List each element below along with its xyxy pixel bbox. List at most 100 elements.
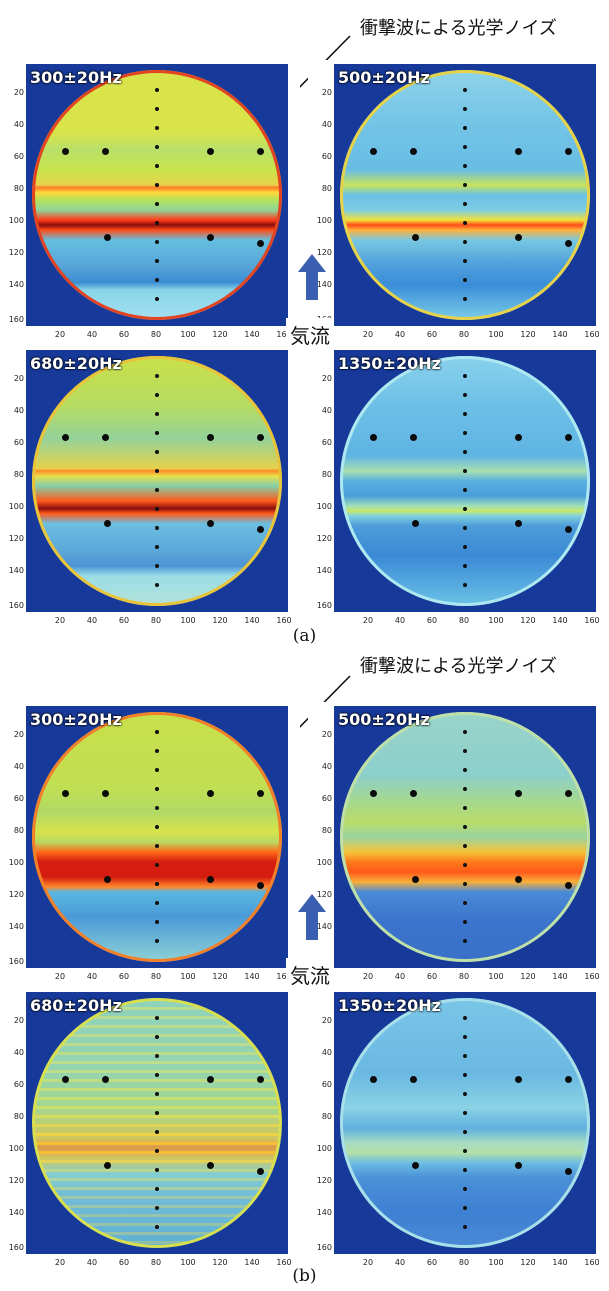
pressure-tap-marker	[410, 434, 417, 441]
pressure-tap-marker	[155, 412, 159, 416]
x-tick: 160	[584, 972, 600, 981]
y-tick: 100	[316, 502, 332, 511]
x-tick: 40	[394, 616, 406, 625]
pressure-tap-marker	[463, 564, 467, 568]
x-tick: 100	[180, 330, 196, 339]
x-tick: 20	[362, 616, 374, 625]
y-tick: 120	[8, 534, 24, 543]
pressure-tap-marker	[463, 412, 467, 416]
pressure-tap-marker	[257, 148, 264, 155]
pressure-tap-marker	[410, 1076, 417, 1083]
x-tick: 140	[244, 330, 260, 339]
pressure-tap-marker	[155, 730, 159, 734]
pressure-tap-marker	[463, 1130, 467, 1134]
pressure-tap-marker	[463, 240, 467, 244]
pressure-tap-marker	[155, 806, 159, 810]
pressure-tap-marker	[412, 1162, 419, 1169]
pressure-tap-marker	[155, 88, 159, 92]
panel-a-1350: 1350±20Hz 20 40 60 80 100 120 140 160 20…	[308, 346, 608, 626]
frequency-label: 680±20Hz	[30, 996, 122, 1015]
y-tick: 60	[13, 438, 24, 447]
annotation-b: 衝撃波による光学ノイズ	[360, 656, 557, 677]
pressure-tap-marker	[463, 488, 467, 492]
y-tick: 120	[316, 534, 332, 543]
x-tick: 20	[54, 1258, 66, 1267]
pressure-tap-marker	[565, 1076, 572, 1083]
heatmap: 1350±20Hz	[334, 350, 596, 612]
x-tick: 20	[362, 330, 374, 339]
panel-b-300: 300±20Hz 20 40 60 80 100 120 140 160 20 …	[0, 702, 300, 982]
x-tick: 20	[54, 616, 66, 625]
pressure-tap-marker	[155, 450, 159, 454]
pressure-tap-marker	[463, 450, 467, 454]
pressure-tap-marker	[463, 1054, 467, 1058]
pressure-tap-marker	[463, 1111, 467, 1115]
caption-b: (b)	[292, 1266, 317, 1286]
pressure-tap-marker	[155, 749, 159, 753]
pressure-tap-marker	[155, 278, 159, 282]
pressure-tap-marker	[463, 278, 467, 282]
pressure-tap-marker	[102, 434, 109, 441]
y-tick: 60	[321, 794, 332, 803]
measurement-disc	[340, 70, 590, 320]
pressure-tap-marker	[515, 790, 522, 797]
x-tick: 40	[86, 616, 98, 625]
heatmap: 1350±20Hz	[334, 992, 596, 1254]
pressure-tap-marker	[463, 1035, 467, 1039]
y-tick: 60	[13, 152, 24, 161]
pressure-tap-marker	[155, 488, 159, 492]
y-tick: 80	[321, 184, 332, 193]
pressure-tap-marker	[257, 790, 264, 797]
pressure-tap-marker	[410, 148, 417, 155]
y-tick: 100	[316, 858, 332, 867]
airflow-arrow-icon	[298, 894, 326, 940]
y-tick: 80	[13, 826, 24, 835]
pressure-tap-marker	[155, 787, 159, 791]
pressure-tap-marker	[370, 148, 377, 155]
measurement-disc	[340, 356, 590, 606]
pressure-tap-marker	[155, 1187, 159, 1191]
pressure-tap-marker	[463, 202, 467, 206]
measurement-disc	[32, 356, 282, 606]
y-tick: 20	[321, 374, 332, 383]
pressure-tap-marker	[155, 107, 159, 111]
panel-a-300: 300±20Hz 20 40 60 80 100 120 140 160 20 …	[0, 60, 300, 345]
x-tick: 60	[118, 616, 130, 625]
pressure-tap-marker	[155, 844, 159, 848]
pressure-tap-marker	[104, 1162, 111, 1169]
y-tick: 140	[316, 280, 332, 289]
pressure-tap-marker	[155, 221, 159, 225]
x-tick: 120	[520, 972, 536, 981]
y-tick: 80	[13, 470, 24, 479]
airflow-arrow-icon	[298, 254, 326, 300]
y-tick: 160	[8, 957, 24, 966]
x-tick: 60	[426, 972, 438, 981]
pressure-tap-marker	[515, 876, 522, 883]
pressure-tap-marker	[463, 507, 467, 511]
pressure-tap-marker	[565, 434, 572, 441]
x-tick: 60	[118, 330, 130, 339]
pressure-tap-marker	[155, 901, 159, 905]
pressure-tap-marker	[463, 1073, 467, 1077]
pressure-tap-marker	[155, 164, 159, 168]
pressure-tap-marker	[370, 790, 377, 797]
pressure-tap-marker	[62, 148, 69, 155]
pressure-tap-marker	[155, 1016, 159, 1020]
pressure-tap-marker	[463, 145, 467, 149]
x-tick: 100	[488, 330, 504, 339]
y-tick: 140	[316, 1208, 332, 1217]
x-tick: 80	[458, 972, 470, 981]
pressure-tap-marker	[463, 1016, 467, 1020]
x-tick: 100	[488, 616, 504, 625]
y-tick: 160	[8, 601, 24, 610]
pressure-tap-marker	[463, 1225, 467, 1229]
y-tick: 120	[316, 248, 332, 257]
pressure-tap-marker	[155, 240, 159, 244]
pressure-tap-marker	[155, 545, 159, 549]
frequency-label: 300±20Hz	[30, 68, 122, 87]
x-tick: 60	[426, 1258, 438, 1267]
x-tick: 20	[54, 972, 66, 981]
y-tick: 80	[321, 826, 332, 835]
pressure-tap-marker	[155, 145, 159, 149]
pressure-tap-marker	[463, 583, 467, 587]
